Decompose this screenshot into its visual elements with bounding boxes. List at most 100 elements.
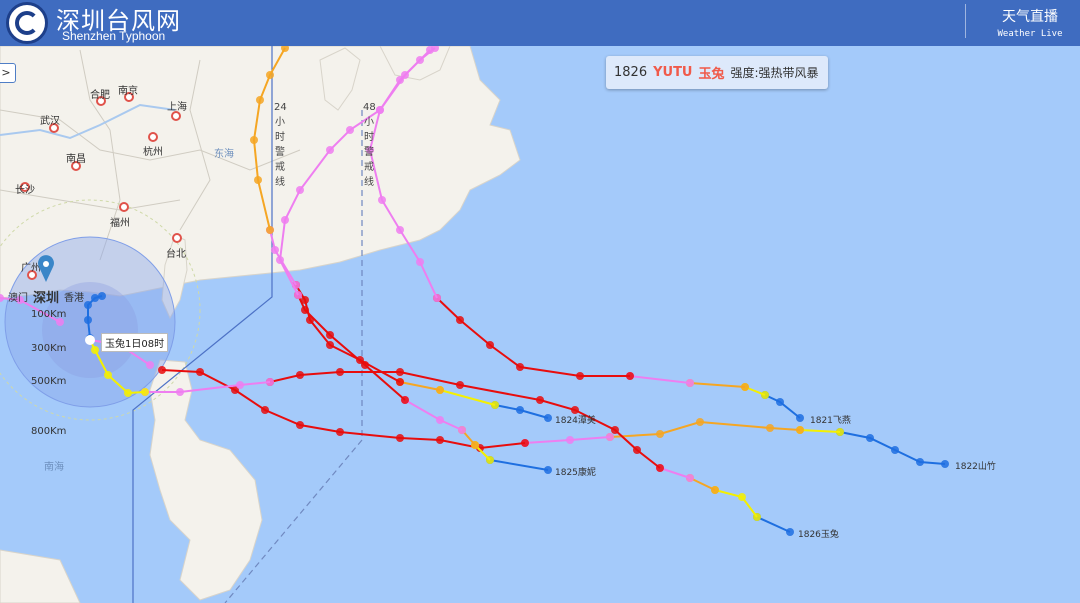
track-point[interactable] [456, 381, 464, 389]
track-point[interactable] [336, 368, 344, 376]
track-point[interactable] [261, 406, 269, 414]
track-point[interactable] [396, 378, 404, 386]
track-point[interactable] [916, 458, 924, 466]
typhoon-track-jebi[interactable] [689, 382, 746, 388]
track-point[interactable] [396, 226, 404, 234]
track-point[interactable] [633, 446, 641, 454]
track-point[interactable] [711, 486, 719, 494]
typhoon-track-mangkhut[interactable] [161, 369, 526, 450]
track-point[interactable] [521, 439, 529, 447]
track-point[interactable] [281, 46, 289, 52]
typhoon-track-jebi[interactable] [436, 297, 630, 377]
track-point[interactable] [146, 361, 154, 369]
typhoon-info-box[interactable]: 1826 YUTU 玉兔 强度:强热带风暴 [606, 56, 828, 89]
track-point[interactable] [0, 294, 4, 302]
track-point[interactable] [326, 341, 334, 349]
track-point[interactable] [231, 386, 239, 394]
track-point[interactable] [294, 291, 302, 299]
weather-live-link[interactable]: 天气直播 Weather Live [990, 6, 1070, 39]
typhoon-label[interactable]: 1825康妮 [555, 468, 596, 478]
track-point[interactable] [401, 71, 409, 79]
track-point[interactable] [891, 446, 899, 454]
track-point[interactable] [686, 379, 694, 387]
typhoon-label[interactable]: 1821飞燕 [810, 416, 851, 426]
expand-panel-button[interactable]: > [0, 63, 16, 83]
track-point[interactable] [176, 388, 184, 396]
typhoon-track-trami[interactable] [252, 47, 286, 231]
typhoon-track-kongrey[interactable] [404, 399, 463, 431]
track-point[interactable] [471, 441, 479, 449]
track-point[interactable] [250, 136, 258, 144]
track-point[interactable] [786, 528, 794, 536]
track-point[interactable] [776, 398, 784, 406]
track-point[interactable] [656, 430, 664, 438]
typhoon-track-jebi[interactable] [629, 375, 691, 384]
track-point[interactable] [686, 474, 694, 482]
track-point[interactable] [753, 513, 761, 521]
track-point[interactable] [366, 146, 374, 154]
typhoon-track-yutu[interactable] [714, 489, 758, 518]
track-point[interactable] [98, 292, 106, 300]
track-point[interactable] [656, 464, 664, 472]
typhoon-map[interactable] [0, 46, 1080, 603]
track-point[interactable] [91, 294, 99, 302]
track-point[interactable] [436, 416, 444, 424]
track-point[interactable] [336, 428, 344, 436]
track-point[interactable] [326, 331, 334, 339]
track-point[interactable] [544, 414, 552, 422]
typhoon-label[interactable]: 1826玉兔 [798, 530, 839, 540]
track-point[interactable] [456, 316, 464, 324]
track-point[interactable] [766, 424, 774, 432]
track-point[interactable] [296, 371, 304, 379]
track-point[interactable] [433, 294, 441, 302]
track-point[interactable] [436, 386, 444, 394]
typhoon-label[interactable]: 1822山竹 [955, 462, 996, 472]
typhoon-track-yutu[interactable] [269, 371, 661, 469]
track-point[interactable] [276, 256, 284, 264]
track-point[interactable] [626, 372, 634, 380]
typhoon-track-trami[interactable] [295, 284, 401, 383]
typhoon-track-yutu[interactable] [145, 381, 271, 393]
track-point[interactable] [796, 426, 804, 434]
track-point[interactable] [326, 146, 334, 154]
typhoon-track-trami[interactable] [399, 381, 441, 391]
track-point[interactable] [458, 426, 466, 434]
typhoon-track-yutu[interactable] [689, 477, 716, 491]
track-point[interactable] [416, 258, 424, 266]
track-point[interactable] [124, 389, 132, 397]
track-point[interactable] [941, 460, 949, 468]
typhoon-track-trami[interactable] [439, 389, 496, 406]
track-point[interactable] [266, 378, 274, 386]
track-point[interactable] [611, 426, 619, 434]
track-point[interactable] [376, 106, 384, 114]
typhoon-track-jebi[interactable] [764, 394, 801, 419]
track-point[interactable] [346, 126, 354, 134]
track-point[interactable] [16, 296, 24, 304]
track-point[interactable] [516, 406, 524, 414]
track-point[interactable] [378, 196, 386, 204]
track-point[interactable] [536, 396, 544, 404]
track-point[interactable] [266, 226, 274, 234]
track-point[interactable] [738, 493, 746, 501]
track-point[interactable] [301, 306, 309, 314]
track-point[interactable] [254, 176, 262, 184]
track-point[interactable] [281, 216, 289, 224]
track-point[interactable] [56, 318, 64, 326]
track-point[interactable] [486, 341, 494, 349]
track-point[interactable] [866, 434, 874, 442]
track-point[interactable] [606, 433, 614, 441]
track-point[interactable] [256, 96, 264, 104]
track-point[interactable] [796, 414, 804, 422]
track-point[interactable] [271, 246, 279, 254]
track-point[interactable] [566, 436, 574, 444]
typhoon-track-kongrey[interactable] [489, 459, 549, 471]
typhoon-track-kongrey[interactable] [297, 294, 406, 401]
current-position-marker[interactable] [85, 335, 95, 345]
typhoon-track-yutu[interactable] [756, 516, 791, 533]
typhoon-track-mangkhut[interactable] [799, 429, 841, 433]
track-point[interactable] [236, 381, 244, 389]
track-point[interactable] [266, 71, 274, 79]
track-point[interactable] [296, 421, 304, 429]
track-point[interactable] [158, 366, 166, 374]
typhoon-label[interactable]: 1824潭美 [555, 416, 596, 426]
